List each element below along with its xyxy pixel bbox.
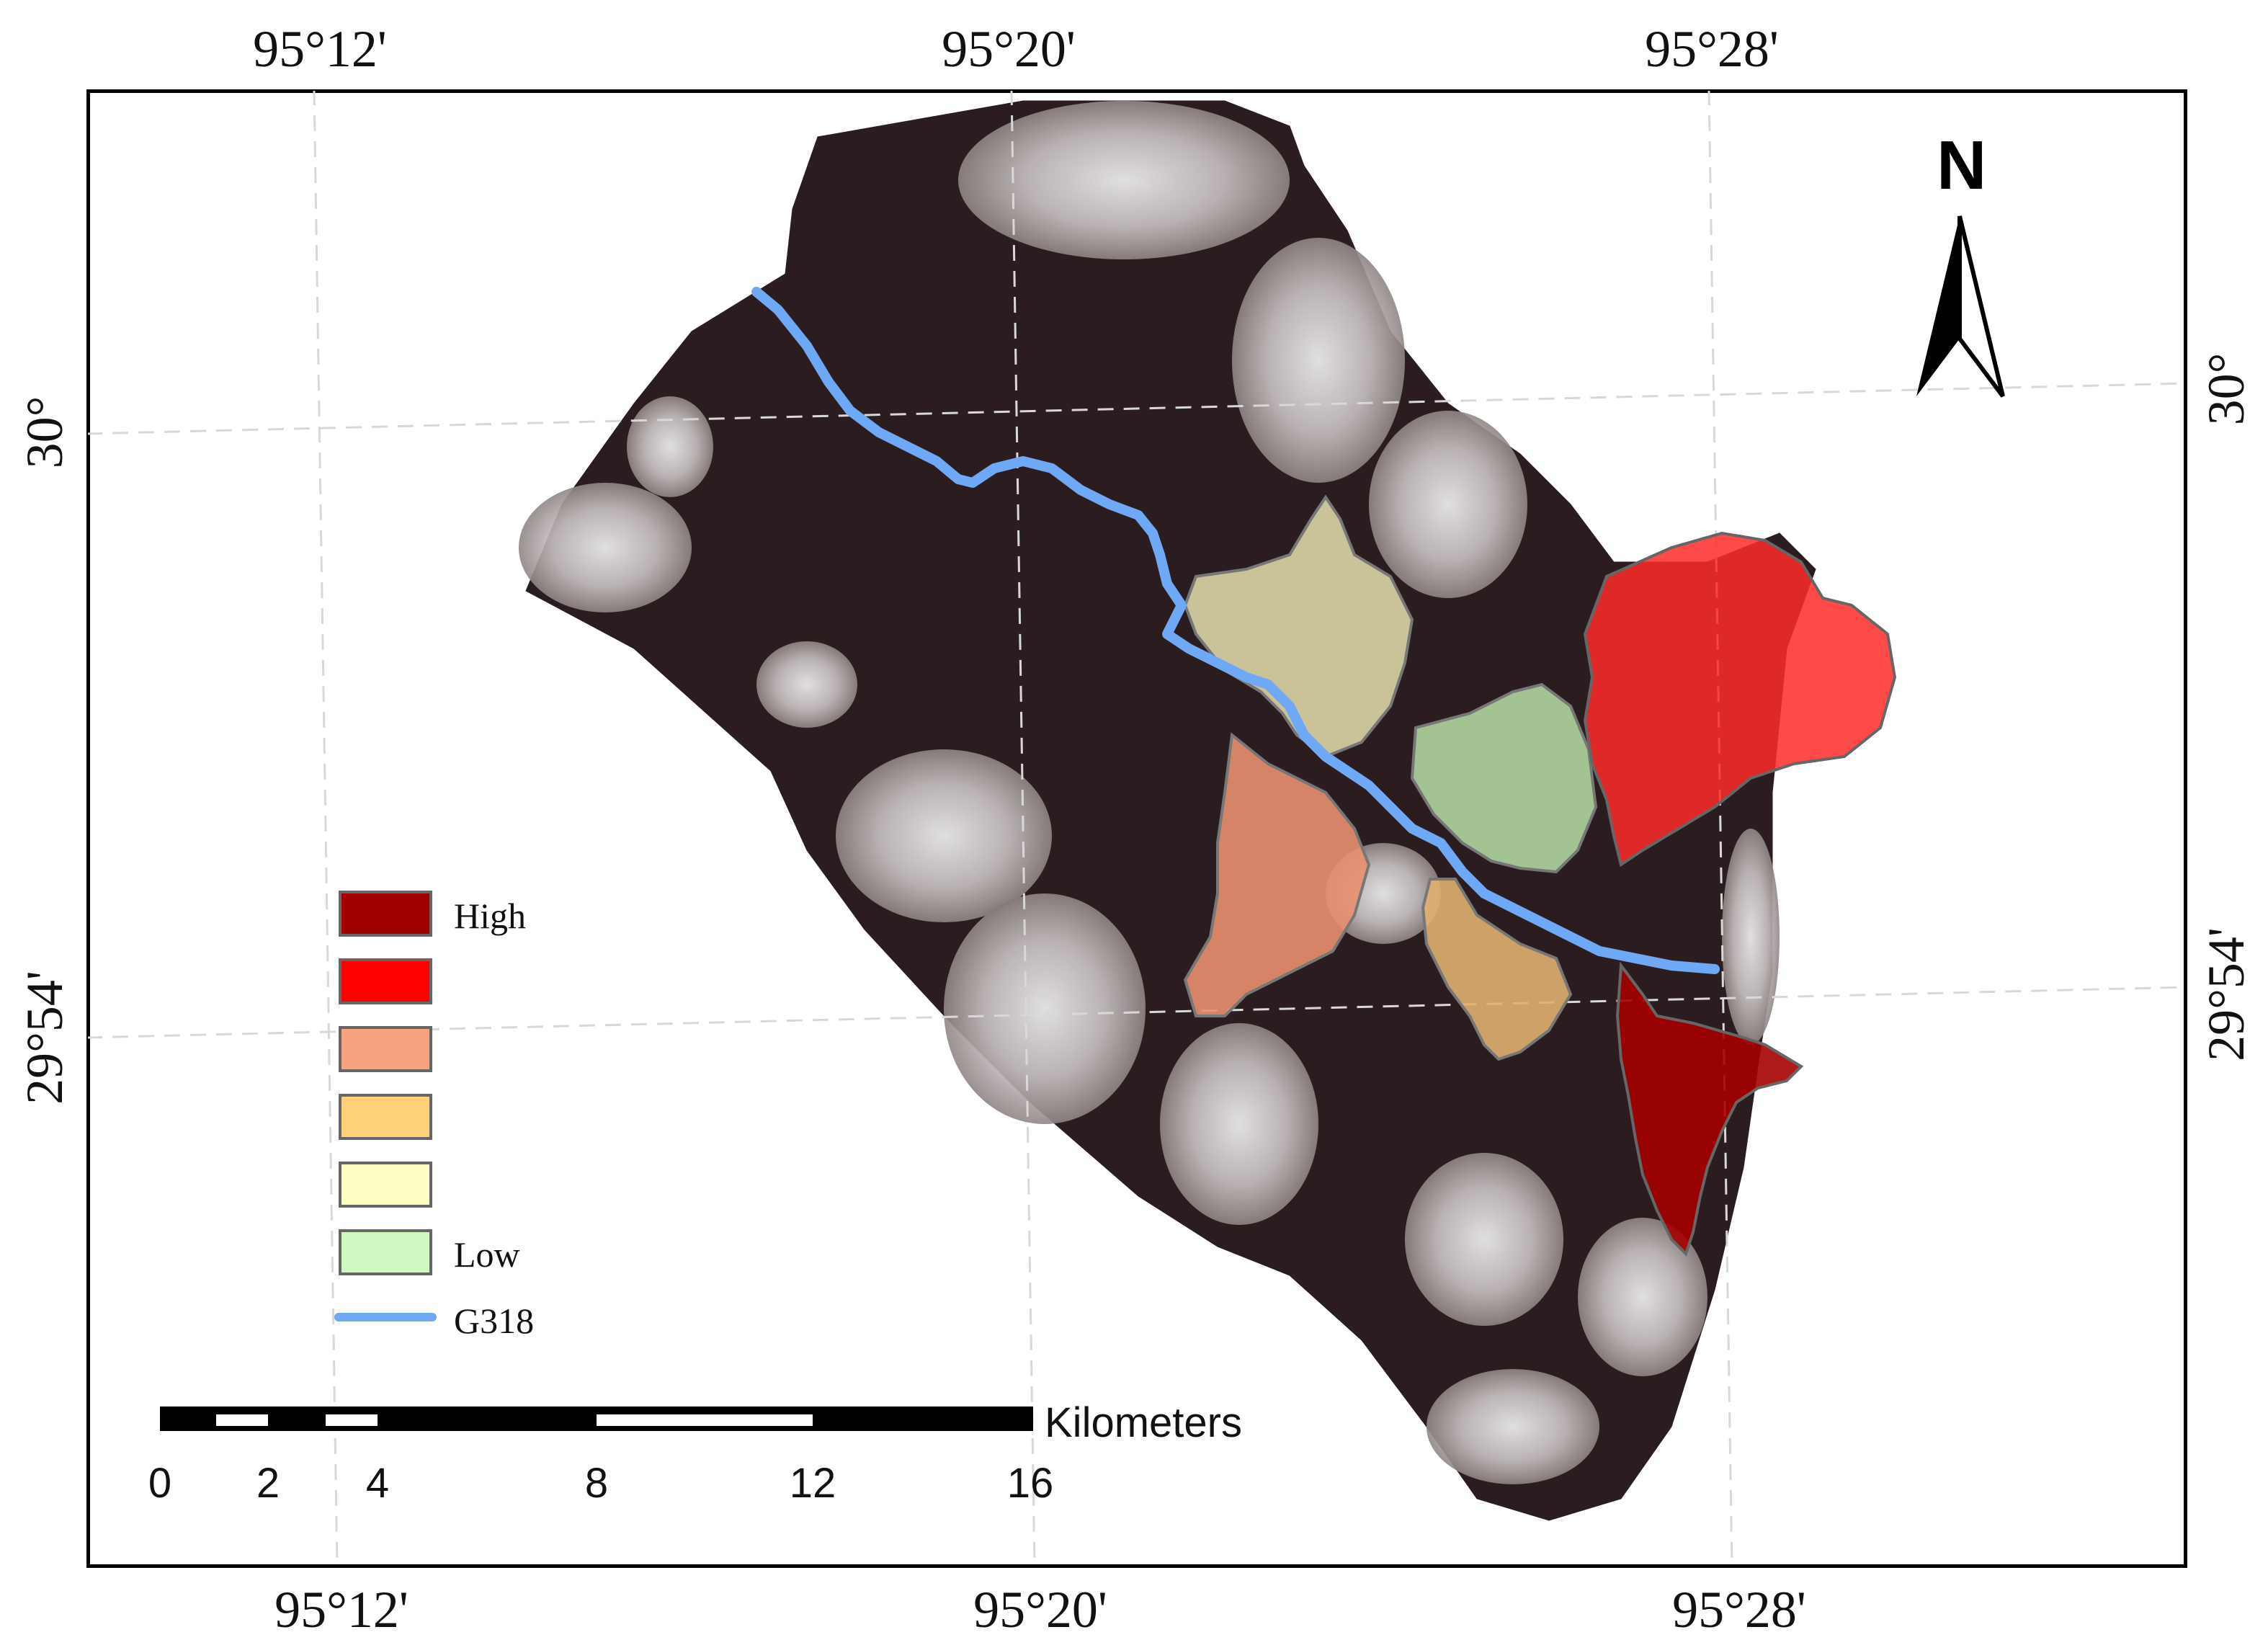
coord-top-1: 95°12' xyxy=(253,20,387,78)
legend-label-6: Low xyxy=(454,1234,520,1275)
legend-swatch-2 xyxy=(339,958,432,1004)
zone-moderate xyxy=(1183,732,1371,1017)
legend-label-road: G318 xyxy=(454,1301,535,1341)
scale-tick-4: 4 xyxy=(365,1460,390,1507)
legend-swatch-1 xyxy=(339,891,432,937)
coord-bottom-1: 95°12' xyxy=(274,1581,408,1639)
scale-tick-16: 16 xyxy=(1006,1460,1054,1507)
scale-tick-0: 0 xyxy=(148,1460,172,1507)
scale-tick-12: 12 xyxy=(789,1460,836,1507)
road-g318 xyxy=(751,287,1720,974)
zone-very-low xyxy=(1410,682,1598,874)
snow-ridges xyxy=(519,101,1780,1484)
zone-very-high xyxy=(1615,961,1804,1257)
coord-left-2: 29°54' xyxy=(16,971,73,1105)
north-label: N xyxy=(1937,127,1987,204)
north-arrow-icon xyxy=(1916,215,2005,398)
graticule-lines xyxy=(88,91,2186,1566)
coord-right-2: 29°54' xyxy=(2197,927,2255,1061)
zone-low-moderate xyxy=(1421,878,1573,1061)
scale-tick-2: 2 xyxy=(256,1460,280,1507)
legend-swatch-3 xyxy=(339,1026,432,1072)
coord-left-1: 30° xyxy=(16,396,73,469)
scale-tick-8: 8 xyxy=(584,1460,609,1507)
scale-bar xyxy=(160,1407,1033,1431)
coord-bottom-3: 95°28' xyxy=(1672,1581,1806,1639)
legend-label-1: High xyxy=(454,896,526,936)
zone-high xyxy=(1583,531,1897,868)
coord-top-3: 95°28' xyxy=(1645,20,1779,78)
coord-right-1: 30° xyxy=(2197,352,2255,426)
coord-top-2: 95°20' xyxy=(942,20,1076,78)
legend-swatch-5 xyxy=(339,1162,432,1208)
map-frame xyxy=(86,89,2187,1568)
legend-swatch-4 xyxy=(339,1094,432,1140)
scale-unit: Kilometers xyxy=(1045,1399,1242,1446)
legend-swatch-6 xyxy=(339,1229,432,1275)
coord-bottom-2: 95°20' xyxy=(973,1581,1107,1639)
